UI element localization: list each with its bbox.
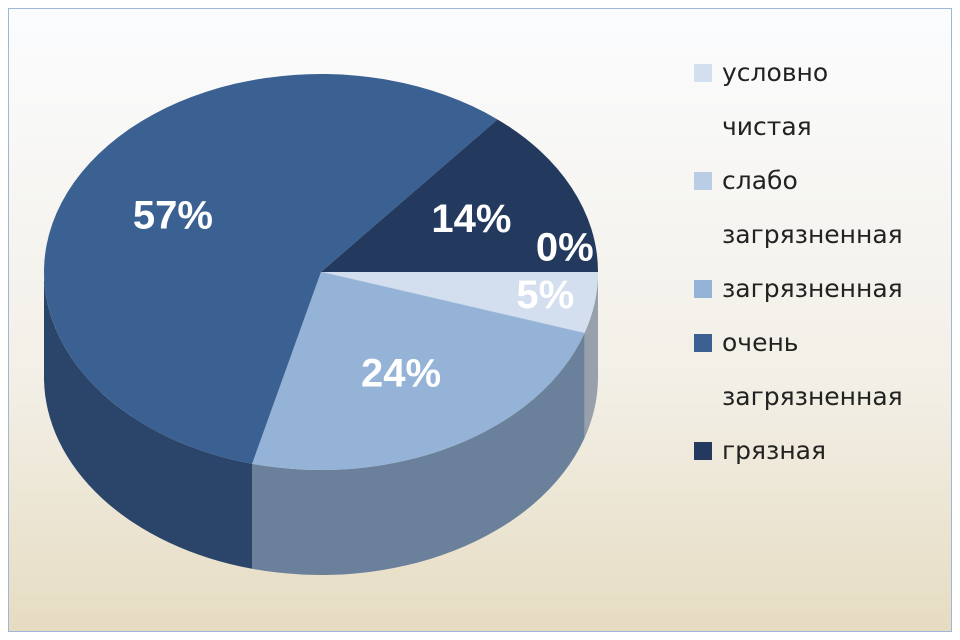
legend-swatch — [694, 172, 712, 190]
legend-swatch — [694, 64, 712, 82]
legend-label: грязная — [722, 436, 827, 465]
pie-slice — [252, 272, 585, 471]
pie-side — [252, 333, 585, 575]
legend-item: условно чистая — [694, 46, 924, 154]
legend-item: очень загрязненная — [694, 316, 924, 424]
pie-slice — [44, 74, 498, 464]
legend-swatch — [694, 442, 712, 460]
value-label: 14% — [431, 197, 511, 241]
legend-item: загрязненная — [694, 262, 924, 316]
legend-label: слабо загрязненная — [722, 166, 903, 249]
legend-item: грязная — [694, 424, 924, 478]
legend-label: очень загрязненная — [722, 328, 903, 411]
pie-slice — [321, 272, 598, 334]
legend-swatch — [694, 334, 712, 352]
pie-side — [584, 272, 598, 439]
legend: условно чистая слабо загрязненная загрязне… — [694, 46, 924, 478]
value-label: 24% — [361, 352, 441, 396]
legend-label: условно чистая — [722, 58, 829, 141]
legend-label: загрязненная — [722, 274, 903, 303]
value-label: 5% — [516, 273, 574, 317]
legend-item: слабо загрязненная — [694, 154, 924, 262]
value-label: 57% — [133, 194, 213, 238]
pie-slice — [320, 271, 585, 334]
pie-slice — [321, 119, 598, 272]
pie-side — [43, 272, 253, 569]
value-label: 0% — [536, 226, 594, 270]
legend-swatch — [694, 280, 712, 298]
